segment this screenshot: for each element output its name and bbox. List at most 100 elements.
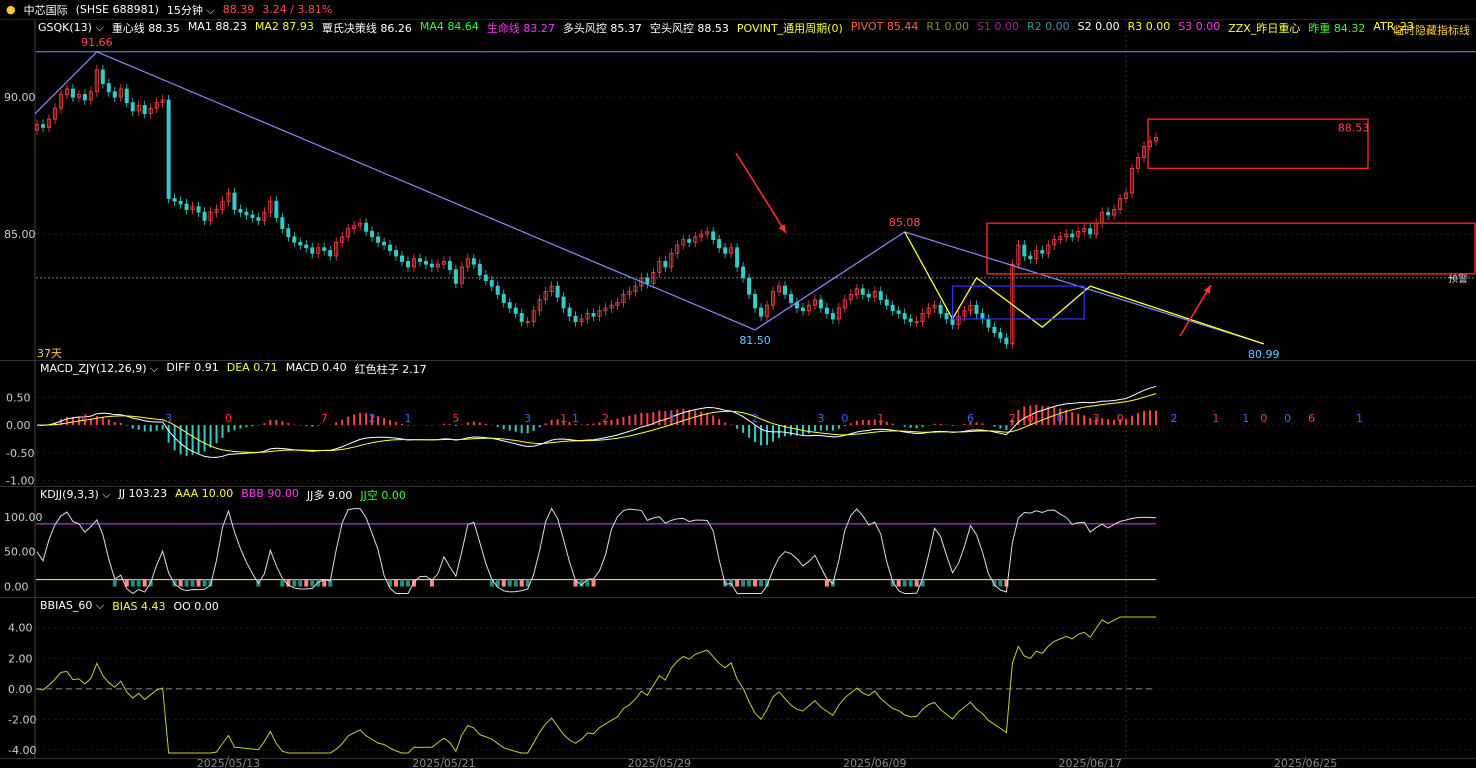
macd-value: MACD 0.40 [285,361,347,374]
candle-body [1112,209,1117,216]
stock-name[interactable]: 中芯国际 [23,3,68,17]
candle-body [40,124,45,128]
bias-tick-label: -2.00 [8,713,36,726]
candle-body [609,304,614,309]
hide-indicator-button[interactable]: 临时隐藏指标线 [1393,24,1470,37]
price-extreme-label: 85.08 [889,216,921,229]
chevron-down-icon: ⌵ [206,3,215,17]
candle-body [830,313,835,320]
candle-body [591,313,596,317]
candle-body [836,307,841,320]
macd-signal-marker: 7 [321,412,328,425]
candle-body [920,313,925,323]
macd-value: 红色柱子 2.17 [354,363,427,376]
red-arrow-down [735,152,787,234]
macd-signal-marker: 0 [225,412,232,425]
kdj-j-line [36,507,1157,595]
candle-body [358,222,363,227]
candle-body [902,313,907,320]
main-indicator-value: 多头风控 85.37 [562,22,642,35]
main-indicator-name-text: GSQK(13) [38,21,92,34]
candle-body [771,291,776,306]
trend-line [34,51,1264,345]
candle-body [394,250,399,257]
kdj-signal-bar [280,579,285,587]
main-indicator-value: S3 0.00 [1178,20,1221,33]
candle-body [651,272,656,284]
kdj-signal-bar [286,579,291,587]
kdj-signal-bar [112,579,117,587]
kdj-signal-bar [130,579,135,587]
main-indicator-value: 昨重 84.32 [1308,22,1366,35]
candle-body [1076,230,1081,238]
candle-body [824,307,829,314]
candle-body [411,258,416,268]
candle-body [627,291,632,295]
bias-value: OO 0.00 [173,599,219,613]
kdj-header: KDJJ(9,3,3) ⌵ JJ 103.23 AAA 10.00 BBB 90.0… [40,487,406,503]
candle-body [735,247,740,268]
candle-body [986,318,991,328]
kdj-signal-bar [495,579,500,587]
candle-body [310,247,315,254]
stock-code: (SHSE 688981) [75,3,159,16]
main-indicator-name[interactable]: GSQK(13) ⌵ [38,21,104,35]
price-extreme-label: 88.53 [1338,121,1370,134]
kdj-signal-bar [591,579,596,587]
candle-body [657,261,662,273]
macd-signal-marker: 3 [1093,412,1100,425]
candle-body [483,274,488,282]
macd-signal-marker: 0 [1284,412,1291,425]
candle-body [782,285,787,295]
candle-body [1058,236,1063,240]
candle-body [806,304,811,312]
candle-body [489,280,494,287]
candle-body [777,285,782,292]
candle-body [908,318,913,323]
status-dot-icon: ● [6,3,16,16]
candle-body [286,228,291,238]
macd-name-text: MACD_ZJY(12,26,9) [40,362,147,375]
candle-body [705,231,710,235]
period-selector[interactable]: 15分钟 ⌵ [167,2,215,18]
candle-body [513,307,518,314]
candle-body [465,258,470,268]
alert-label[interactable]: 预警 [1448,272,1468,285]
candle-body [944,313,949,320]
macd-signal-marker: 1 [877,412,884,425]
candle-body [118,88,123,98]
bias-indicator-name[interactable]: BBIAS_60 ⌵ [40,599,104,613]
candle-body [148,107,153,115]
macd-signal-marker: 1 [560,412,567,425]
candle-body [423,261,428,265]
kdj-signal-bar [914,579,919,587]
kdj-signal-bar [501,579,506,587]
macd-signal-marker: 2 [602,412,609,425]
macd-signal-marker: 1 [405,412,412,425]
macd-signal-marker: 5 [452,412,459,425]
candle-body [226,192,231,202]
price-change: 3.24 / 3.81% [262,3,333,16]
candle-body [687,239,692,243]
candle-body [154,102,159,109]
target-zone-box [1147,118,1369,170]
kdj-value: BBB 90.00 [241,487,299,500]
candle-body [585,313,590,320]
kdj-signal-bar [759,579,764,587]
candle-body [561,296,566,309]
candle-body [753,293,758,309]
candle-body [633,285,638,292]
macd-indicator-name[interactable]: MACD_ZJY(12,26,9) ⌵ [40,362,158,376]
kdj-signal-bar [890,579,895,587]
candle-body [854,288,859,295]
candle-body [1130,167,1135,194]
date-label: 2025/06/09 [843,757,906,768]
kdj-indicator-name[interactable]: KDJJ(9,3,3) ⌵ [40,488,111,502]
red-arrow-down-head [778,224,786,233]
macd-signal-marker: 3 [524,412,531,425]
macd-signal-marker: 3 [817,412,824,425]
kdj-signal-bar [322,579,327,587]
red-arrow-up-head [1203,285,1211,294]
kdj-signal-bar [513,579,518,587]
